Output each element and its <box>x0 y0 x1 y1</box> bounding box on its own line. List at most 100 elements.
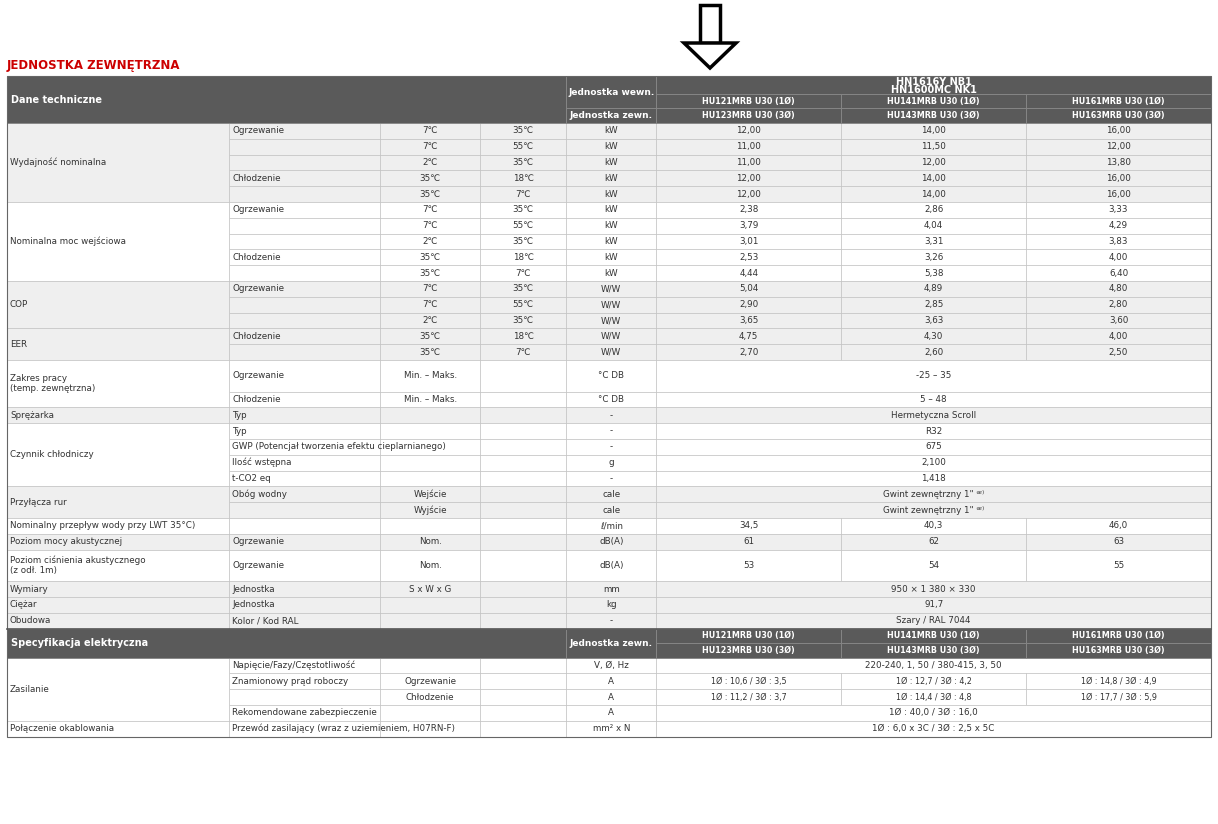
Bar <box>1026 518 1211 534</box>
Bar <box>1026 218 1211 233</box>
Text: 16,00: 16,00 <box>1106 126 1132 135</box>
Bar <box>1026 108 1211 123</box>
Text: 7℃: 7℃ <box>515 348 531 357</box>
Text: 55℃: 55℃ <box>513 143 533 151</box>
Text: kW: kW <box>604 158 618 167</box>
Text: g: g <box>609 458 614 467</box>
Bar <box>380 721 480 737</box>
Bar <box>480 186 566 202</box>
Bar <box>380 171 480 186</box>
Text: 7℃: 7℃ <box>515 269 531 278</box>
Bar <box>657 550 842 581</box>
Text: 7℃: 7℃ <box>423 221 438 230</box>
Bar <box>1026 123 1211 138</box>
Text: Jednostka zewn.: Jednostka zewn. <box>570 111 653 120</box>
Bar <box>229 344 380 360</box>
Text: Hermetyczna Scroll: Hermetyczna Scroll <box>892 411 977 419</box>
Text: 55: 55 <box>1113 561 1124 570</box>
Text: HU121MRB U30 (1Ø): HU121MRB U30 (1Ø) <box>703 96 795 105</box>
Bar <box>842 534 1026 550</box>
Text: 54: 54 <box>928 561 939 570</box>
Bar <box>7 407 229 424</box>
Text: kW: kW <box>604 126 618 135</box>
Bar <box>7 360 229 407</box>
Bar <box>480 123 566 138</box>
Text: Wyjście: Wyjście <box>413 505 447 515</box>
Bar <box>566 629 657 658</box>
Text: HU163MRB U30 (3Ø): HU163MRB U30 (3Ø) <box>1072 111 1164 120</box>
Text: Chłodzenie: Chłodzenie <box>406 693 454 701</box>
Text: 1Ø : 10,6 / 3Ø : 3,5: 1Ø : 10,6 / 3Ø : 3,5 <box>711 677 787 686</box>
Bar <box>229 407 380 424</box>
Bar <box>480 233 566 250</box>
Bar <box>229 424 380 439</box>
Text: -: - <box>610 427 613 436</box>
Text: 61: 61 <box>743 537 754 546</box>
Text: Zakres pracy
(temp. zewnętrzna): Zakres pracy (temp. zewnętrzna) <box>10 374 95 393</box>
Text: 63: 63 <box>1113 537 1124 546</box>
Text: -: - <box>610 474 613 483</box>
Bar <box>657 360 1211 391</box>
Bar <box>229 658 380 673</box>
Bar <box>566 486 657 502</box>
Text: °C DB: °C DB <box>598 395 625 404</box>
Bar <box>842 202 1026 218</box>
Text: 2,86: 2,86 <box>924 205 943 214</box>
Bar <box>229 439 380 455</box>
Text: Czynnik chłodniczy: Czynnik chłodniczy <box>10 450 94 459</box>
Bar <box>566 186 657 202</box>
Text: 4,44: 4,44 <box>739 269 759 278</box>
Bar <box>566 581 657 597</box>
Bar <box>380 123 480 138</box>
Bar <box>480 673 566 689</box>
Text: Poziom ciśnienia akustycznego
(z odł. 1m): Poziom ciśnienia akustycznego (z odł. 1m… <box>10 555 146 575</box>
Text: Specyfikacja elektryczna: Specyfikacja elektryczna <box>11 638 149 648</box>
Bar <box>229 138 380 155</box>
Bar <box>566 312 657 329</box>
Bar <box>229 471 380 486</box>
Bar <box>566 297 657 312</box>
Text: 4,00: 4,00 <box>1108 332 1128 341</box>
Bar <box>480 597 566 613</box>
Bar <box>229 297 380 312</box>
Bar <box>657 202 842 218</box>
Bar <box>380 673 480 689</box>
Bar <box>229 218 380 233</box>
Bar <box>229 502 380 518</box>
Bar <box>566 202 657 218</box>
Bar <box>566 123 657 138</box>
Bar <box>657 534 842 550</box>
Bar <box>1026 186 1211 202</box>
Text: W/W: W/W <box>602 316 621 325</box>
Text: Nom.: Nom. <box>419 561 442 570</box>
Bar <box>657 281 842 297</box>
Bar <box>566 281 657 297</box>
Bar <box>842 329 1026 344</box>
Text: kW: kW <box>604 269 618 278</box>
Bar <box>380 155 480 171</box>
Bar <box>842 108 1026 123</box>
Bar <box>480 297 566 312</box>
Bar <box>380 486 480 502</box>
Bar <box>1026 673 1211 689</box>
Bar <box>566 108 657 123</box>
Bar <box>380 439 480 455</box>
Text: Ogrzewanie: Ogrzewanie <box>233 284 285 293</box>
Text: kW: kW <box>604 205 618 214</box>
Text: dB(A): dB(A) <box>599 561 624 570</box>
Text: 12,00: 12,00 <box>921 158 946 167</box>
Bar <box>229 391 380 407</box>
Bar <box>229 721 380 737</box>
Bar <box>1026 329 1211 344</box>
Bar <box>380 550 480 581</box>
Bar <box>229 613 380 629</box>
Bar <box>566 597 657 613</box>
Bar <box>657 597 1211 613</box>
Text: 12,00: 12,00 <box>737 126 761 135</box>
Text: 7℃: 7℃ <box>423 205 438 214</box>
Text: 35℃: 35℃ <box>419 174 441 183</box>
Text: 2,38: 2,38 <box>739 205 759 214</box>
Bar <box>657 424 1211 439</box>
Text: COP: COP <box>10 300 28 309</box>
Bar <box>7 202 229 281</box>
